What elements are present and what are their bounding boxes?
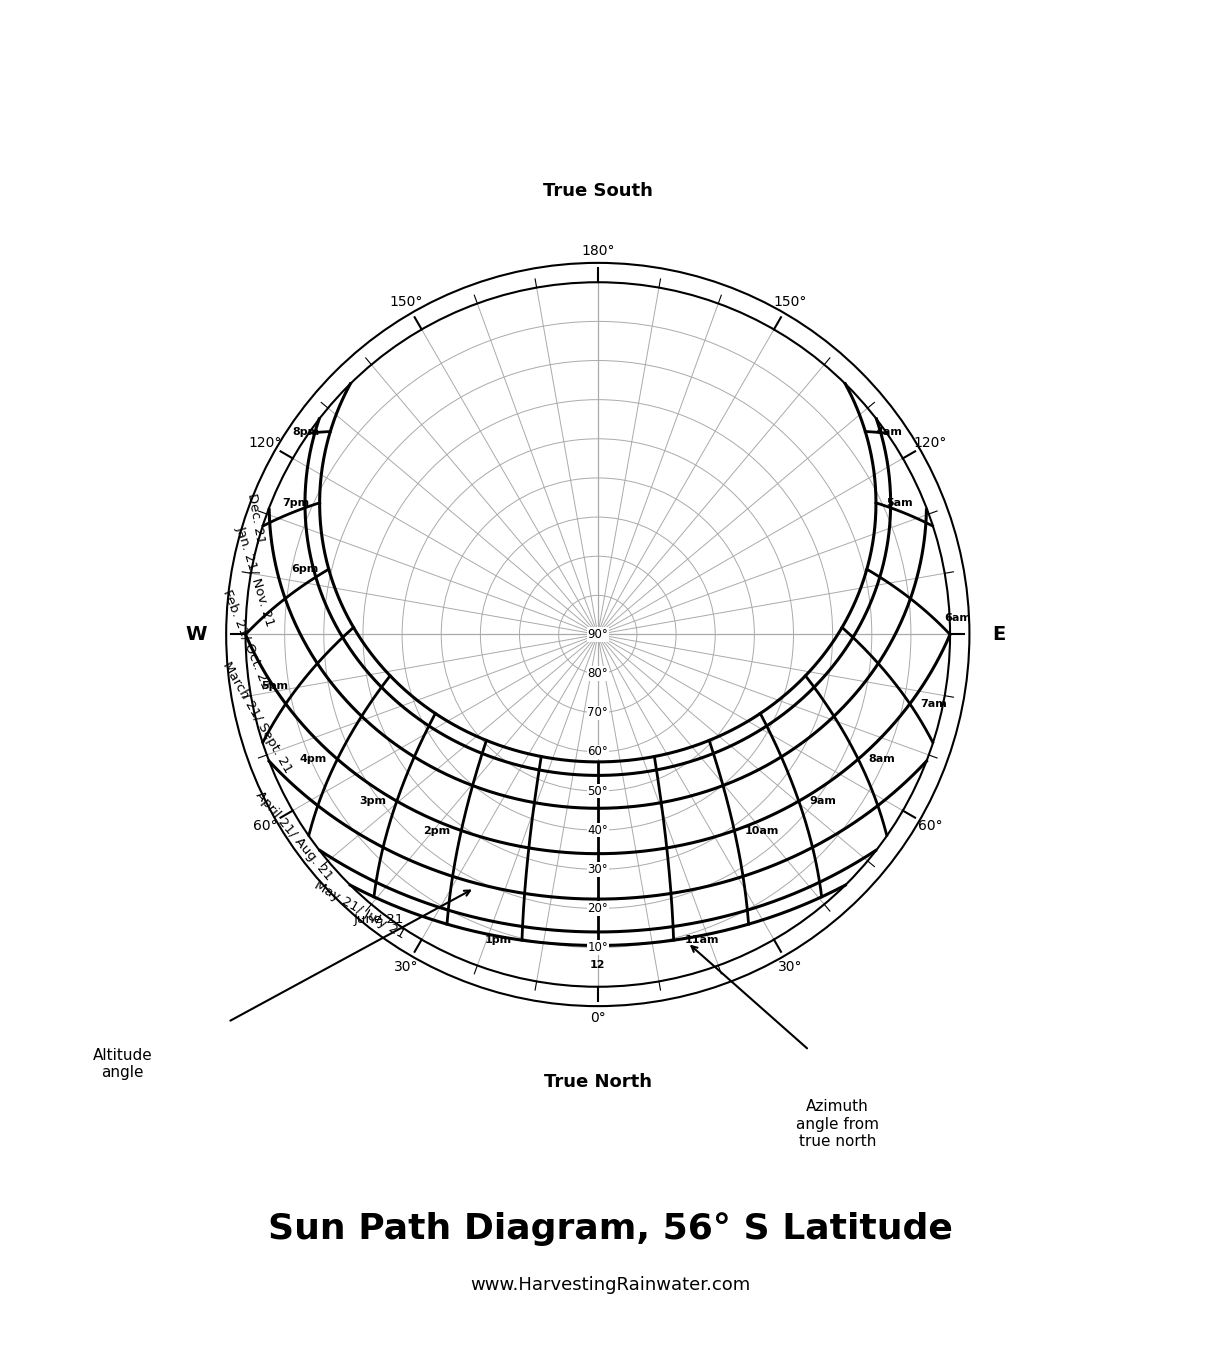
Text: 0°: 0° (590, 1011, 605, 1026)
Text: 180°: 180° (581, 243, 615, 258)
Text: 8am: 8am (869, 755, 895, 764)
Text: 6am: 6am (944, 613, 971, 624)
Text: W: W (185, 625, 207, 644)
Text: True South: True South (543, 182, 653, 200)
Text: 60°: 60° (253, 819, 278, 833)
Text: March 21/ Sept. 21: March 21/ Sept. 21 (220, 659, 294, 775)
Text: 5pm: 5pm (261, 680, 288, 691)
Text: 60°: 60° (917, 819, 943, 833)
Text: 7pm: 7pm (282, 498, 309, 508)
Text: 150°: 150° (773, 296, 806, 309)
Text: 120°: 120° (914, 436, 947, 450)
Text: 12: 12 (590, 960, 605, 969)
Text: Azimuth
angle from
true north: Azimuth angle from true north (795, 1099, 878, 1149)
Text: 30°: 30° (588, 863, 608, 876)
Text: 150°: 150° (389, 296, 422, 309)
Text: 3pm: 3pm (359, 796, 387, 806)
Text: 2pm: 2pm (423, 826, 450, 836)
Text: April 21/ Aug. 21: April 21/ Aug. 21 (254, 788, 336, 883)
Text: 30°: 30° (777, 960, 802, 973)
Text: 60°: 60° (587, 745, 609, 759)
Text: May 21/ July 21: May 21/ July 21 (312, 879, 407, 941)
Text: 9am: 9am (809, 796, 836, 806)
Text: www.HarvestingRainwater.com: www.HarvestingRainwater.com (470, 1276, 750, 1295)
Text: 7am: 7am (920, 699, 947, 709)
Text: June 21: June 21 (354, 914, 404, 926)
Text: Dec. 21: Dec. 21 (245, 491, 266, 544)
Text: 10°: 10° (587, 941, 609, 954)
Text: 70°: 70° (587, 706, 609, 720)
Text: 90°: 90° (587, 628, 609, 641)
Text: E: E (993, 625, 1006, 644)
Text: Altitude
angle: Altitude angle (93, 1048, 152, 1080)
Text: 30°: 30° (394, 960, 418, 973)
Text: Feb. 21/ Oct. 21: Feb. 21/ Oct. 21 (221, 587, 273, 691)
Text: 5am: 5am (887, 498, 913, 508)
Circle shape (245, 282, 950, 987)
Text: 50°: 50° (588, 784, 608, 798)
Text: 80°: 80° (588, 667, 608, 680)
Text: 1pm: 1pm (484, 936, 511, 945)
Text: True North: True North (544, 1073, 651, 1091)
Text: 6pm: 6pm (290, 564, 318, 574)
Text: 10am: 10am (745, 826, 780, 836)
Text: Sun Path Diagram, 56° S Latitude: Sun Path Diagram, 56° S Latitude (267, 1211, 953, 1246)
Text: 11am: 11am (684, 936, 719, 945)
Text: 4am: 4am (876, 427, 903, 436)
Text: Jan. 21/ Nov. 21: Jan. 21/ Nov. 21 (234, 524, 277, 628)
Text: 40°: 40° (587, 824, 609, 837)
Text: 20°: 20° (587, 902, 609, 915)
Text: 4pm: 4pm (300, 755, 327, 764)
Text: 8pm: 8pm (293, 427, 320, 436)
Text: 120°: 120° (249, 436, 282, 450)
